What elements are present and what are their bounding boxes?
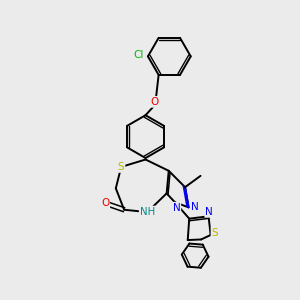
Text: S: S	[118, 162, 124, 172]
Text: N: N	[191, 202, 199, 212]
Text: Cl: Cl	[133, 50, 144, 60]
Text: NH: NH	[140, 206, 155, 217]
Text: N: N	[172, 203, 180, 213]
Text: N: N	[205, 207, 213, 217]
Text: S: S	[212, 228, 218, 238]
Text: O: O	[150, 97, 159, 107]
Text: O: O	[101, 198, 109, 208]
